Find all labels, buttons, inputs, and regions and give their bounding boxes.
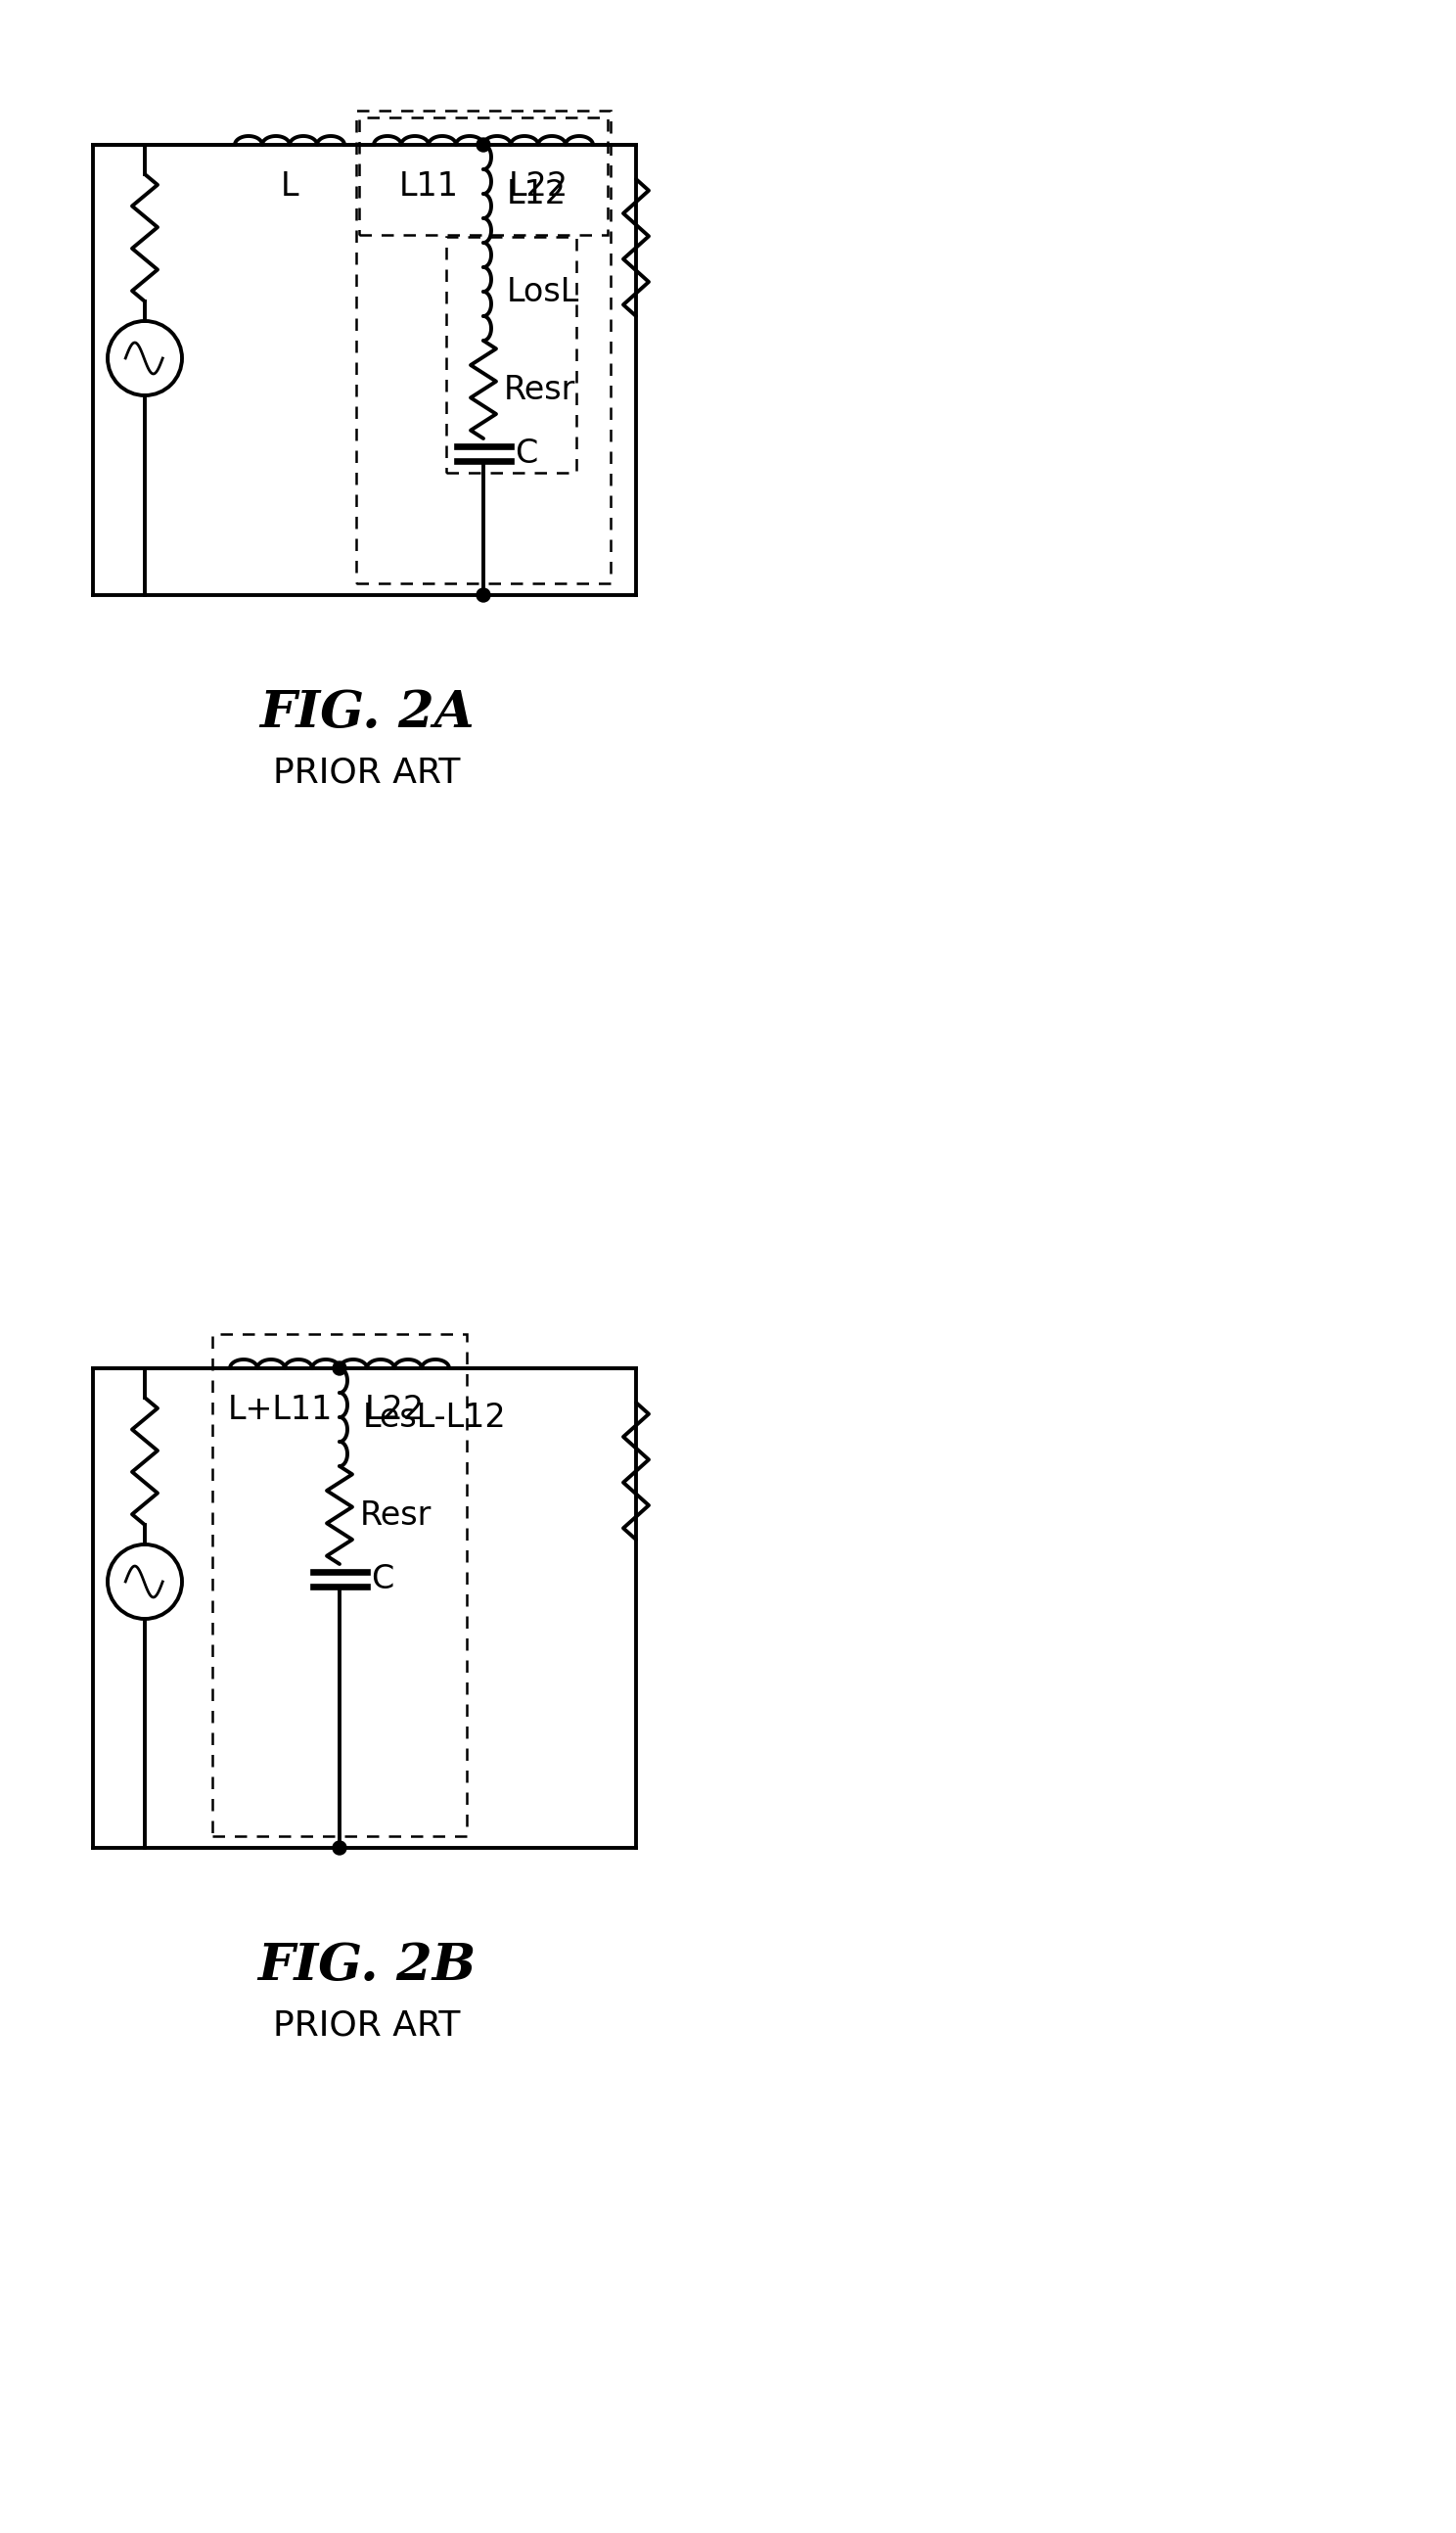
Bar	[446, 238, 577, 474]
Text: L+L11: L+L11	[227, 1393, 332, 1426]
Text: FIG. 2A: FIG. 2A	[259, 689, 475, 737]
Text: C: C	[514, 438, 537, 469]
Circle shape	[476, 137, 491, 152]
Text: L22: L22	[364, 1393, 424, 1426]
Text: Resr: Resr	[504, 372, 575, 405]
Text: FIG. 2B: FIG. 2B	[258, 1940, 476, 1991]
Text: LosL: LosL	[507, 276, 579, 309]
Text: C: C	[371, 1563, 393, 1596]
Text: L12: L12	[507, 177, 566, 210]
Bar	[360, 117, 607, 236]
Circle shape	[332, 1360, 347, 1375]
Bar	[357, 111, 610, 583]
Text: L11: L11	[399, 170, 459, 203]
Text: L22: L22	[508, 170, 568, 203]
Text: Resr: Resr	[360, 1500, 432, 1532]
Text: L: L	[281, 170, 298, 203]
Circle shape	[476, 588, 491, 603]
Circle shape	[332, 1841, 347, 1854]
Bar	[213, 1335, 467, 1836]
Text: PRIOR ART: PRIOR ART	[274, 2009, 460, 2042]
Text: PRIOR ART: PRIOR ART	[274, 757, 460, 790]
Text: LesL-L12: LesL-L12	[363, 1401, 507, 1434]
